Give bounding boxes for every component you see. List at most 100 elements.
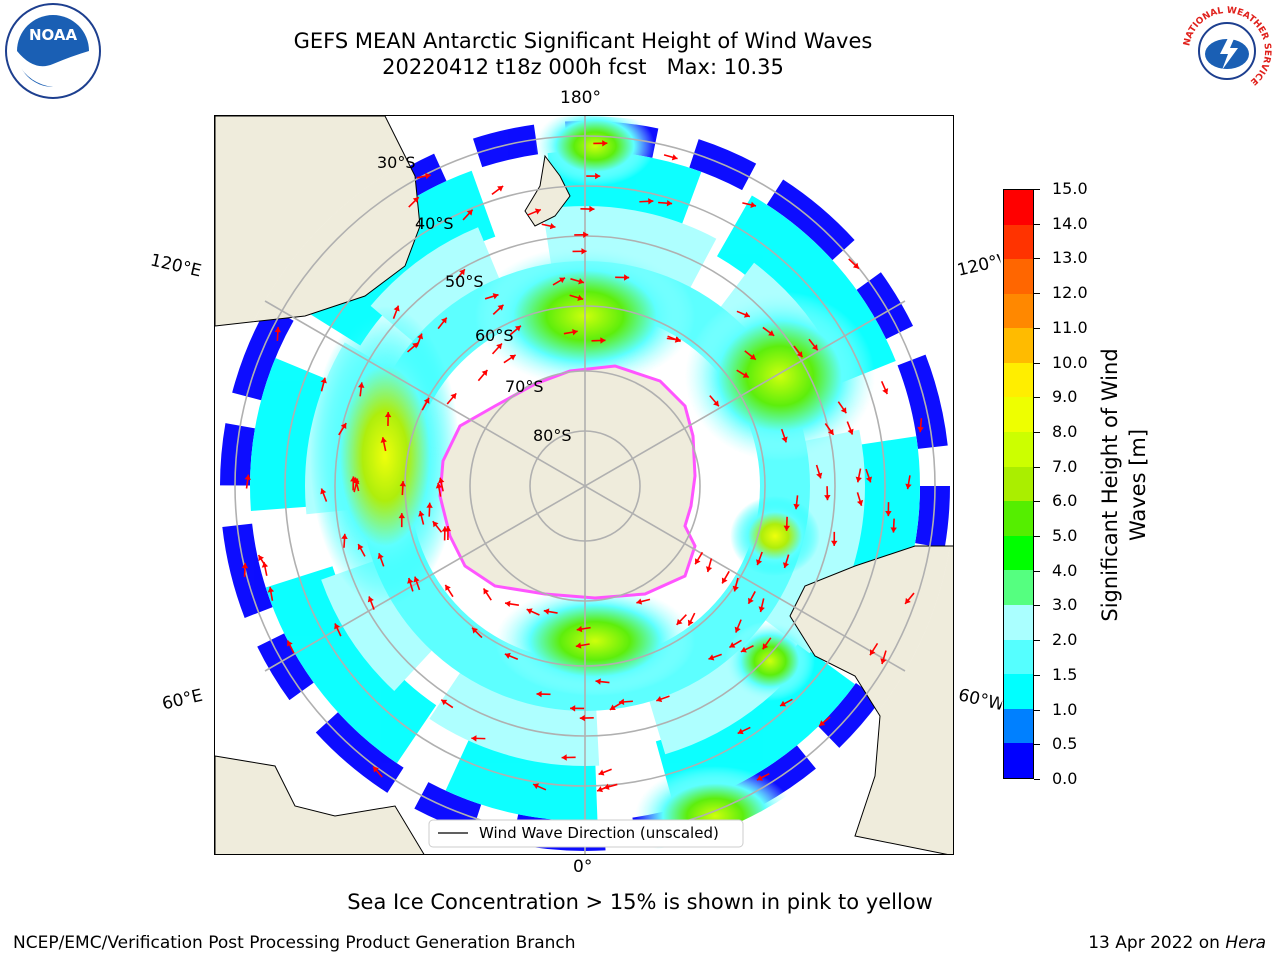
colorbar-tick-mark (1034, 605, 1040, 607)
wave-direction-arrowhead (417, 333, 424, 340)
wave-direction-arrowhead (286, 640, 293, 647)
wave-direction-arrowhead (656, 696, 663, 703)
wave-direction-arrowhead (412, 342, 419, 349)
wave-direction-arrowhead (750, 201, 757, 208)
wave-direction-arrowhead (705, 566, 713, 572)
wave-direction-arrowhead (624, 274, 630, 281)
colorbar-swatch (1004, 189, 1033, 225)
wave-direction-arrowhead (577, 294, 584, 301)
noaa-logo: NOAA (4, 2, 102, 100)
wave-direction-arrowhead (636, 598, 643, 605)
wave-direction-arrowhead (695, 558, 701, 565)
colorbar-tick-mark (1034, 779, 1040, 780)
wave-direction-arrowhead (687, 619, 694, 626)
wave-direction-arrowhead (341, 533, 348, 540)
wave-direction-arrowhead (444, 526, 452, 532)
nws-logo: NATIONAL WEATHER SERVICE (1178, 2, 1276, 100)
lat-label-80s: 80°S (533, 426, 572, 445)
wave-direction-arrowhead (793, 503, 800, 510)
wave-direction-arrowhead (441, 317, 447, 324)
colorbar-tick-mark (1034, 466, 1040, 468)
wave-direction-arrowhead (578, 278, 584, 285)
colorbar-swatch (1004, 674, 1033, 709)
wave-direction-arrowhead (740, 646, 747, 653)
colorbar-tick-label: 4.0 (1052, 560, 1078, 580)
wave-direction-arrowhead (432, 521, 439, 528)
wave-direction-arrowhead (581, 248, 587, 255)
colorbar-swatch (1004, 639, 1033, 675)
wave-direction-arrowhead (847, 428, 854, 435)
wave-direction-arrowhead (483, 588, 490, 595)
wave-direction-arrowhead (882, 388, 889, 395)
wave-direction-arrowhead (472, 627, 478, 634)
wave-direction-arrowhead (905, 483, 912, 490)
wave-direction-arrowhead (780, 700, 787, 707)
wave-direction-arrowhead (466, 209, 473, 216)
wave-direction-arrowhead (734, 626, 741, 633)
wave-direction-arrowhead (885, 511, 892, 517)
wave-direction-arrowhead (781, 436, 788, 443)
colorbar-tick-label: 13.0 (1052, 248, 1088, 268)
colorbar-label-line1: Significant Height of Wind (1098, 348, 1122, 621)
wave-direction-arrowhead (865, 476, 873, 483)
footer-machine: Hera (1225, 933, 1266, 953)
wave-direction-arrowhead (819, 720, 826, 726)
colorbar-tick-label: 1.5 (1052, 664, 1078, 684)
lon-label-60w: 60°W (956, 685, 1004, 715)
noaa-logo-text: NOAA (29, 26, 78, 44)
wave-direction-arrowhead (514, 325, 521, 332)
map-legend: Wind Wave Direction (unscaled) (428, 819, 744, 848)
wave-direction-arrowhead (393, 305, 400, 312)
wave-direction-arrowhead (373, 766, 379, 773)
lon-label-120e: 120°E (148, 250, 204, 282)
colorbar-tick-mark (1034, 293, 1040, 295)
wave-direction-arrowhead (572, 328, 578, 336)
colorbar-label-line2: Waves [m] (1126, 429, 1150, 541)
wave-direction-arrowhead (743, 311, 750, 318)
wave-direction-arrowhead (816, 472, 823, 479)
colorbar-swatch (1004, 501, 1033, 536)
wave-direction-arrowhead (890, 527, 897, 533)
wave-direction-arrowhead (399, 481, 407, 487)
colorbar-swatch (1004, 397, 1033, 433)
wave-direction-arrowhead (549, 222, 556, 230)
wave-direction-arrowhead (445, 584, 451, 591)
colorbar-tick-mark (1034, 189, 1040, 190)
colorbar-tick-mark (1034, 223, 1040, 225)
wave-direction-arrowhead (824, 495, 831, 501)
colorbar-swatch (1004, 466, 1033, 502)
wave-direction-arrowhead (241, 563, 249, 569)
colorbar-tick-label: 11.0 (1052, 317, 1088, 337)
wave-direction-arrowhead (856, 499, 864, 506)
wave-direction-arrowhead (869, 649, 876, 656)
wave-direction-arrowhead (505, 600, 511, 608)
wave-direction-arrowhead (603, 783, 610, 790)
wave-direction-arrowhead (855, 476, 862, 483)
colorbar-swatch (1004, 570, 1033, 606)
colorbar-tick-label: 5.0 (1052, 526, 1078, 546)
colorbar-tick-mark (1034, 536, 1040, 538)
wave-direction-arrowhead (497, 304, 504, 311)
wave-direction-arrowhead (426, 502, 433, 508)
colorbar-swatch (1004, 259, 1033, 294)
colorbar-tick-mark (1034, 709, 1040, 711)
wave-direction-arrowhead (737, 728, 744, 735)
wave-direction-arrowhead (840, 407, 847, 414)
wave-direction-arrowhead (398, 513, 405, 519)
lon-label-180: 180° (560, 88, 601, 108)
colorbar-tick-label: 3.0 (1052, 595, 1078, 615)
wave-direction-arrowhead (244, 474, 251, 481)
wave-direction-arrowhead (418, 510, 425, 517)
wave-direction-arrowhead (732, 585, 739, 592)
colorbar-tick-mark (1034, 640, 1040, 642)
colorbar-tick-mark (1034, 258, 1040, 260)
polar-map: 30°S 40°S 50°S 60°S 70°S 80°S Wind Wave … (214, 115, 954, 855)
wave-direction-arrowhead (917, 426, 924, 433)
wave-direction-arrowhead (782, 562, 790, 569)
wave-direction-arrowhead (676, 618, 683, 625)
wave-direction-arrowhead (320, 488, 327, 495)
colorbar-tick-label: 15.0 (1052, 179, 1088, 198)
wave-direction-arrowhead (496, 343, 502, 350)
wave-direction-arrowhead (648, 198, 654, 205)
wave-direction-arrowhead (504, 652, 511, 659)
